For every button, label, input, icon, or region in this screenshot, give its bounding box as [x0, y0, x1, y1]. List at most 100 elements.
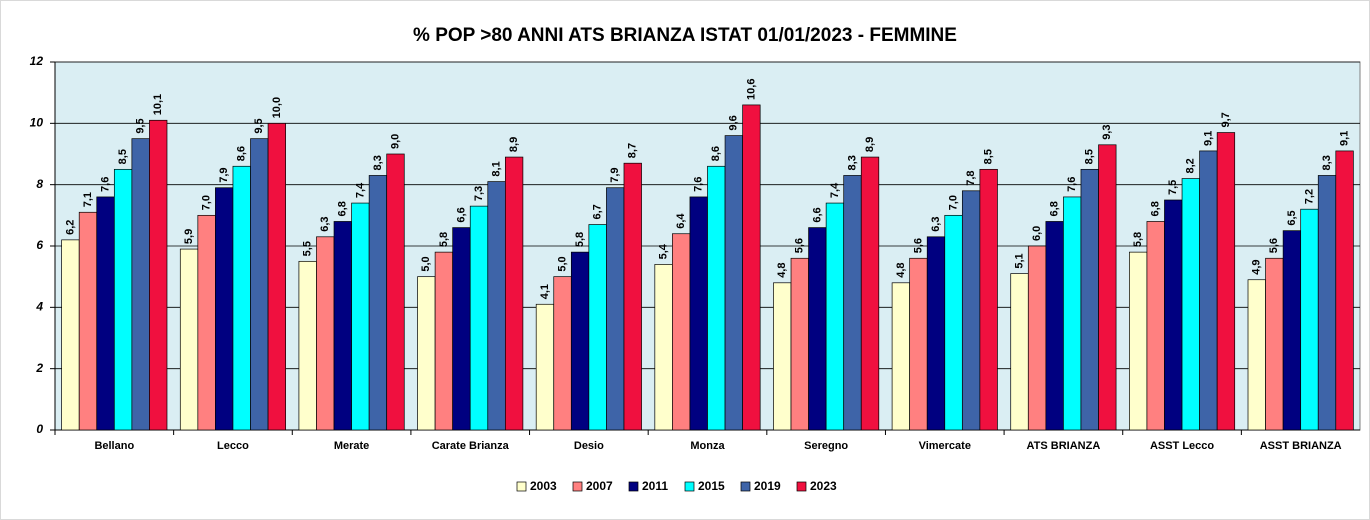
value-label: 6,8: [337, 201, 349, 216]
bar: [316, 236, 335, 431]
value-label: 4,8: [895, 263, 907, 278]
bar: [790, 257, 809, 431]
x-tick-label: ASST BRIANZA: [1260, 440, 1342, 452]
value-label: 6,4: [675, 213, 687, 229]
value-label: 4,1: [539, 284, 551, 299]
bar: [1027, 245, 1047, 431]
bar: [298, 260, 317, 431]
y-tick-label: 6: [36, 238, 43, 252]
value-label: 7,6: [1066, 177, 1078, 192]
value-label: 7,1: [82, 192, 94, 207]
value-label: 6,3: [930, 217, 942, 232]
value-label: 7,5: [1167, 180, 1179, 195]
value-label: 5,0: [556, 256, 568, 271]
bar: [469, 205, 489, 431]
value-label: 7,8: [965, 171, 977, 186]
bar: [926, 236, 946, 431]
value-label: 5,6: [1268, 238, 1280, 253]
value-label: 6,2: [64, 220, 76, 235]
bar: [1063, 196, 1082, 431]
bar: [909, 257, 928, 431]
x-tick-label: Vimercate: [919, 440, 971, 452]
x-tick-label: Bellano: [94, 440, 134, 452]
bar: [689, 196, 708, 431]
value-label: 7,4: [354, 182, 366, 198]
y-tick-label: 12: [30, 54, 44, 68]
bar: [61, 239, 80, 431]
value-label: 5,8: [1132, 232, 1144, 247]
value-label: 6,6: [455, 207, 467, 222]
value-label: 9,1: [1202, 131, 1214, 146]
legend-label: 2015: [698, 479, 725, 493]
x-tick-label: Lecco: [217, 440, 249, 452]
value-label: 7,2: [1303, 189, 1315, 204]
bar: [825, 202, 845, 431]
bar: [535, 303, 555, 431]
bar: [1199, 150, 1218, 431]
bar: [606, 187, 625, 431]
value-label: 9,6: [728, 115, 740, 130]
bar: [149, 119, 168, 431]
bar: [891, 282, 911, 431]
value-label: 6,8: [1150, 201, 1162, 216]
value-label: 5,6: [794, 238, 806, 253]
bar: [654, 264, 673, 431]
value-label: 5,9: [183, 229, 195, 244]
value-label: 8,9: [508, 137, 520, 152]
value-label: 4,9: [1251, 259, 1263, 274]
value-label: 5,5: [302, 241, 314, 256]
bar: [1216, 132, 1236, 431]
x-tick-label: ASST Lecco: [1150, 440, 1214, 452]
legend-swatch: [684, 481, 695, 492]
x-tick-label: Carate Brianza: [432, 440, 510, 452]
bar: [724, 135, 743, 431]
bar: [742, 104, 761, 431]
value-label: 10,0: [271, 97, 283, 118]
legend-label: 2003: [530, 479, 557, 493]
value-label: 8,9: [864, 137, 876, 152]
bar: [570, 251, 590, 431]
bar: [623, 162, 642, 431]
bar: [131, 138, 150, 431]
y-tick-label: 2: [35, 361, 43, 375]
value-label: 8,3: [1321, 155, 1333, 170]
bar: [434, 251, 454, 431]
bar: [1317, 175, 1337, 431]
bar: [1098, 144, 1117, 431]
value-label: 8,5: [117, 149, 129, 164]
bar: [944, 214, 963, 431]
bar: [773, 282, 792, 431]
bar: [1282, 230, 1302, 431]
value-label: 4,8: [776, 263, 788, 278]
bar: [961, 190, 981, 431]
bar: [487, 181, 506, 431]
value-label: 5,0: [420, 256, 432, 271]
bar: [1247, 279, 1266, 431]
value-label: 10,1: [152, 94, 164, 115]
bar: [267, 122, 286, 431]
y-tick-label: 10: [30, 116, 44, 130]
bar: [979, 168, 998, 431]
bar: [808, 227, 827, 431]
value-label: 5,8: [438, 232, 450, 247]
bar: [1146, 221, 1165, 431]
x-tick-label: Monza: [690, 440, 725, 452]
value-label: 7,3: [473, 186, 485, 201]
bar: [368, 175, 388, 431]
bar: [1129, 251, 1148, 431]
bar: [333, 221, 352, 431]
legend-swatch: [740, 481, 751, 492]
bar: [588, 224, 607, 431]
legend-swatch: [628, 481, 639, 492]
value-label: 8,6: [710, 146, 722, 161]
bar: [179, 248, 199, 431]
bar: [386, 153, 405, 431]
bar: [1010, 273, 1029, 431]
x-tick-label: Desio: [574, 440, 604, 452]
bar: [707, 165, 726, 431]
value-label: 9,1: [1338, 131, 1350, 146]
value-label: 6,6: [811, 207, 823, 222]
value-label: 7,6: [693, 177, 705, 192]
legend-label: 2023: [810, 479, 837, 493]
bar: [1335, 150, 1354, 431]
